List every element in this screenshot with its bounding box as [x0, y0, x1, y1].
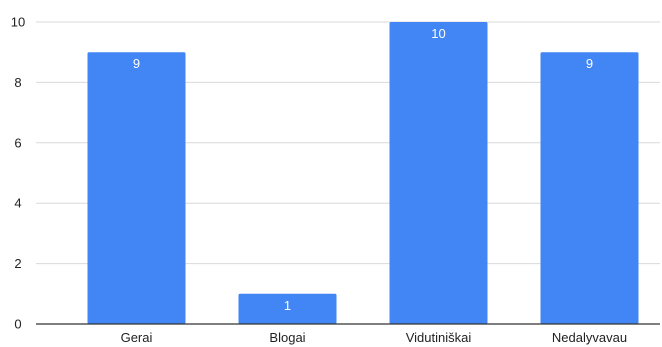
bar: [238, 293, 337, 324]
y-tick-label: 10: [11, 15, 25, 30]
y-tick-label: 8: [14, 75, 21, 90]
data-label: 10: [431, 26, 445, 41]
x-category-label: Gerai: [121, 330, 153, 345]
data-label: 1: [284, 298, 291, 313]
bar: [389, 22, 488, 324]
bars: [87, 22, 639, 324]
y-tick-label: 0: [14, 317, 21, 332]
x-axis-labels: Gerai Blogai Vidutiniškai Nedalyvavau: [121, 330, 627, 345]
x-category-label: Blogai: [269, 330, 305, 345]
x-category-label: Nedalyvavau: [552, 330, 627, 345]
data-labels: 9 1 10 9: [133, 26, 593, 313]
data-label: 9: [586, 56, 593, 71]
y-tick-label: 2: [14, 256, 21, 271]
data-label: 9: [133, 56, 140, 71]
bar: [87, 52, 186, 324]
x-category-label: Vidutiniškai: [406, 330, 472, 345]
bar: [540, 52, 639, 324]
y-axis-ticks: 0 2 4 6 8 10: [11, 15, 25, 332]
y-tick-label: 4: [14, 196, 21, 211]
y-tick-label: 6: [14, 135, 21, 150]
